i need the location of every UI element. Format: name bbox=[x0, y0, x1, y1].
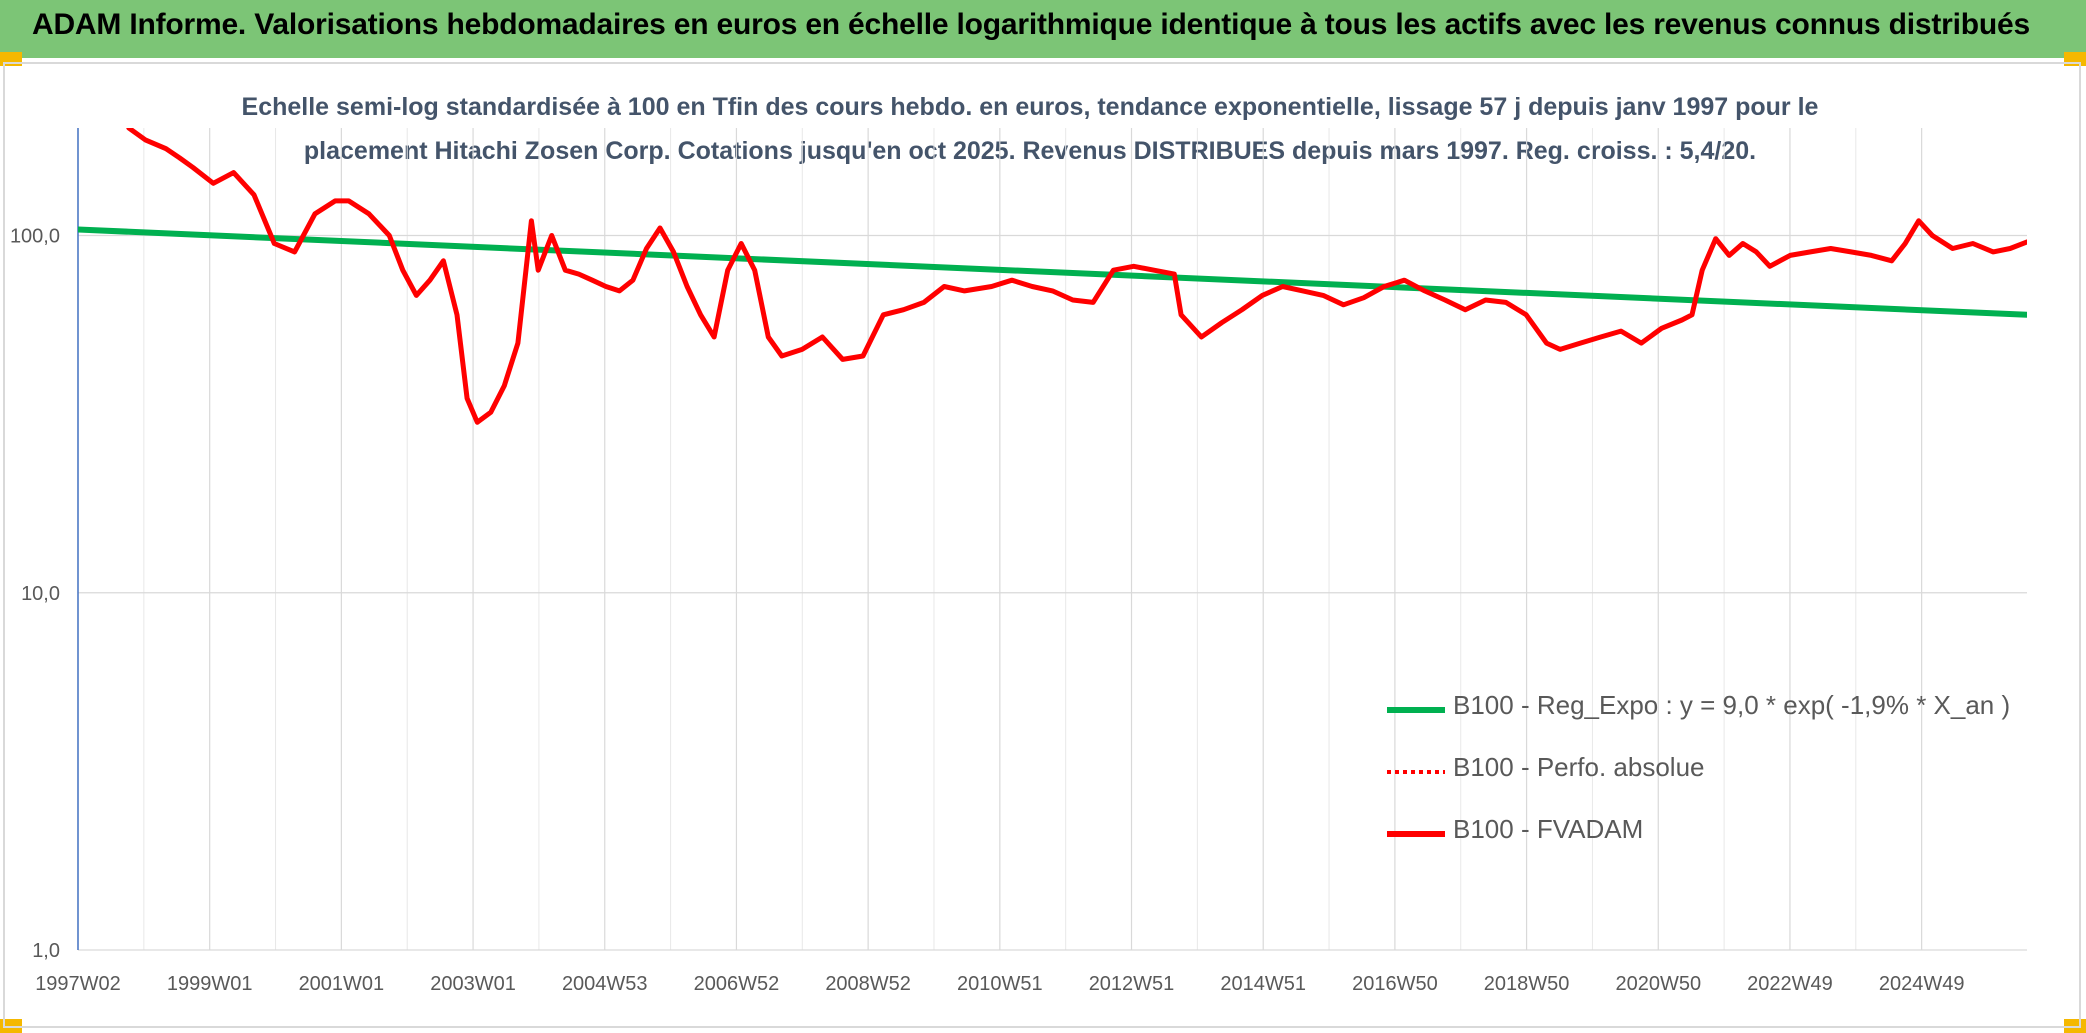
y-tick-label: 10,0 bbox=[21, 583, 60, 605]
legend-label-regression: B100 - Reg_Expo : y = 9,0 * exp( -1,9% *… bbox=[1453, 690, 2011, 720]
x-tick-label: 2003W01 bbox=[430, 973, 516, 995]
regression-line bbox=[78, 226, 2027, 318]
chart-title-line-1: Echelle semi-log standardisée à 100 en T… bbox=[241, 93, 1819, 121]
x-tick-label: 2010W51 bbox=[957, 973, 1043, 995]
x-tick-label: 2001W01 bbox=[299, 973, 385, 995]
x-tick-label: 2004W53 bbox=[562, 973, 648, 995]
x-tick-label: 2006W52 bbox=[694, 973, 780, 995]
fvadam-line bbox=[126, 128, 2027, 425]
legend-label-fvadam: B100 - FVADAM bbox=[1453, 814, 1644, 844]
x-tick-label: 2022W49 bbox=[1747, 973, 1833, 995]
legend-swatch-regression bbox=[1387, 707, 1445, 713]
x-tick-label: 2018W50 bbox=[1484, 973, 1570, 995]
chart-title-line-2: placement Hitachi Zosen Corp. Cotations … bbox=[303, 137, 1757, 165]
legend-swatch-perfo bbox=[1387, 770, 1445, 774]
legend-label-perfo: B100 - Perfo. absolue bbox=[1453, 752, 1705, 782]
legend-swatch-fvadam bbox=[1387, 831, 1445, 837]
y-tick-label: 1,0 bbox=[32, 940, 60, 962]
report-header: ADAM Informe. Valorisations hebdomadaire… bbox=[0, 0, 2086, 58]
y-tick-label: 100,0 bbox=[10, 226, 60, 248]
chart-frame bbox=[3, 62, 2081, 1028]
chart-title: Echelle semi-log standardisée à 100 en T… bbox=[140, 85, 1920, 173]
report-title: ADAM Informe. Valorisations hebdomadaire… bbox=[32, 8, 2030, 41]
x-tick-label: 2014W51 bbox=[1220, 973, 1306, 995]
x-tick-label: 2024W49 bbox=[1879, 973, 1965, 995]
x-tick-label: 2016W50 bbox=[1352, 973, 1438, 995]
x-tick-label: 2008W52 bbox=[825, 973, 911, 995]
x-tick-label: 1997W02 bbox=[35, 973, 121, 995]
x-tick-label: 2012W51 bbox=[1089, 973, 1175, 995]
x-tick-label: 2020W50 bbox=[1615, 973, 1701, 995]
x-tick-label: 1999W01 bbox=[167, 973, 253, 995]
